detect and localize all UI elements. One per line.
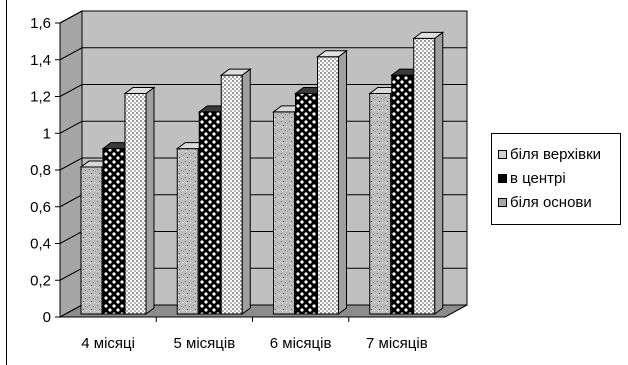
- x-tick-label: 7 місяців: [366, 335, 428, 352]
- legend-label-series-2: в центрі: [510, 169, 566, 187]
- legend: біля верхівки в центрі біля основи: [491, 133, 621, 225]
- bar-side: [241, 68, 251, 315]
- legend-swatch-series-1: [498, 149, 507, 159]
- bar-side: [434, 31, 444, 315]
- bar-side: [145, 86, 155, 315]
- y-tick-label: 1,6: [30, 15, 51, 32]
- bar: [80, 166, 103, 315]
- x-tick-label: 6 місяців: [270, 335, 332, 352]
- bar-top: [219, 68, 252, 76]
- bar-top: [412, 31, 445, 39]
- bar: [124, 93, 147, 315]
- y-tick-label: 0,6: [30, 199, 51, 216]
- y-tick-label: 1: [43, 125, 51, 142]
- legend-label-series-3: біля основи: [510, 193, 592, 211]
- bar: [198, 111, 221, 315]
- legend-item-series-2: в центрі: [498, 166, 620, 190]
- y-tick-label: 0,8: [30, 162, 51, 179]
- bar: [176, 148, 199, 315]
- y-tick-label: 1,2: [30, 89, 51, 106]
- y-tick-label: 0: [43, 309, 51, 326]
- y-tick-label: 0,2: [30, 272, 51, 289]
- x-tick-label: 5 місяців: [174, 335, 236, 352]
- bar: [369, 93, 392, 315]
- legend-label-series-1: біля верхівки: [510, 145, 602, 163]
- bar-top: [123, 87, 156, 94]
- bar: [102, 148, 125, 315]
- bar: [391, 74, 414, 315]
- y-tick-label: 0,4: [30, 236, 51, 253]
- bar: [413, 37, 436, 315]
- bar-top: [316, 50, 348, 58]
- gridline: [59, 47, 467, 61]
- left-border-line: [6, 0, 7, 365]
- legend-swatch-series-2: [498, 173, 507, 183]
- bar-side: [338, 49, 347, 315]
- bar: [295, 93, 317, 315]
- legend-swatch-series-3: [498, 197, 507, 207]
- gridline: [59, 10, 467, 24]
- bar: [273, 111, 295, 315]
- bar: [220, 74, 243, 315]
- legend-item-series-3: біля основи: [498, 190, 620, 214]
- y-tick-label: 1,4: [30, 52, 51, 69]
- bar: [317, 56, 339, 315]
- x-tick-label: 4 місяці: [81, 335, 135, 352]
- legend-item-series-1: біля верхівки: [498, 142, 620, 166]
